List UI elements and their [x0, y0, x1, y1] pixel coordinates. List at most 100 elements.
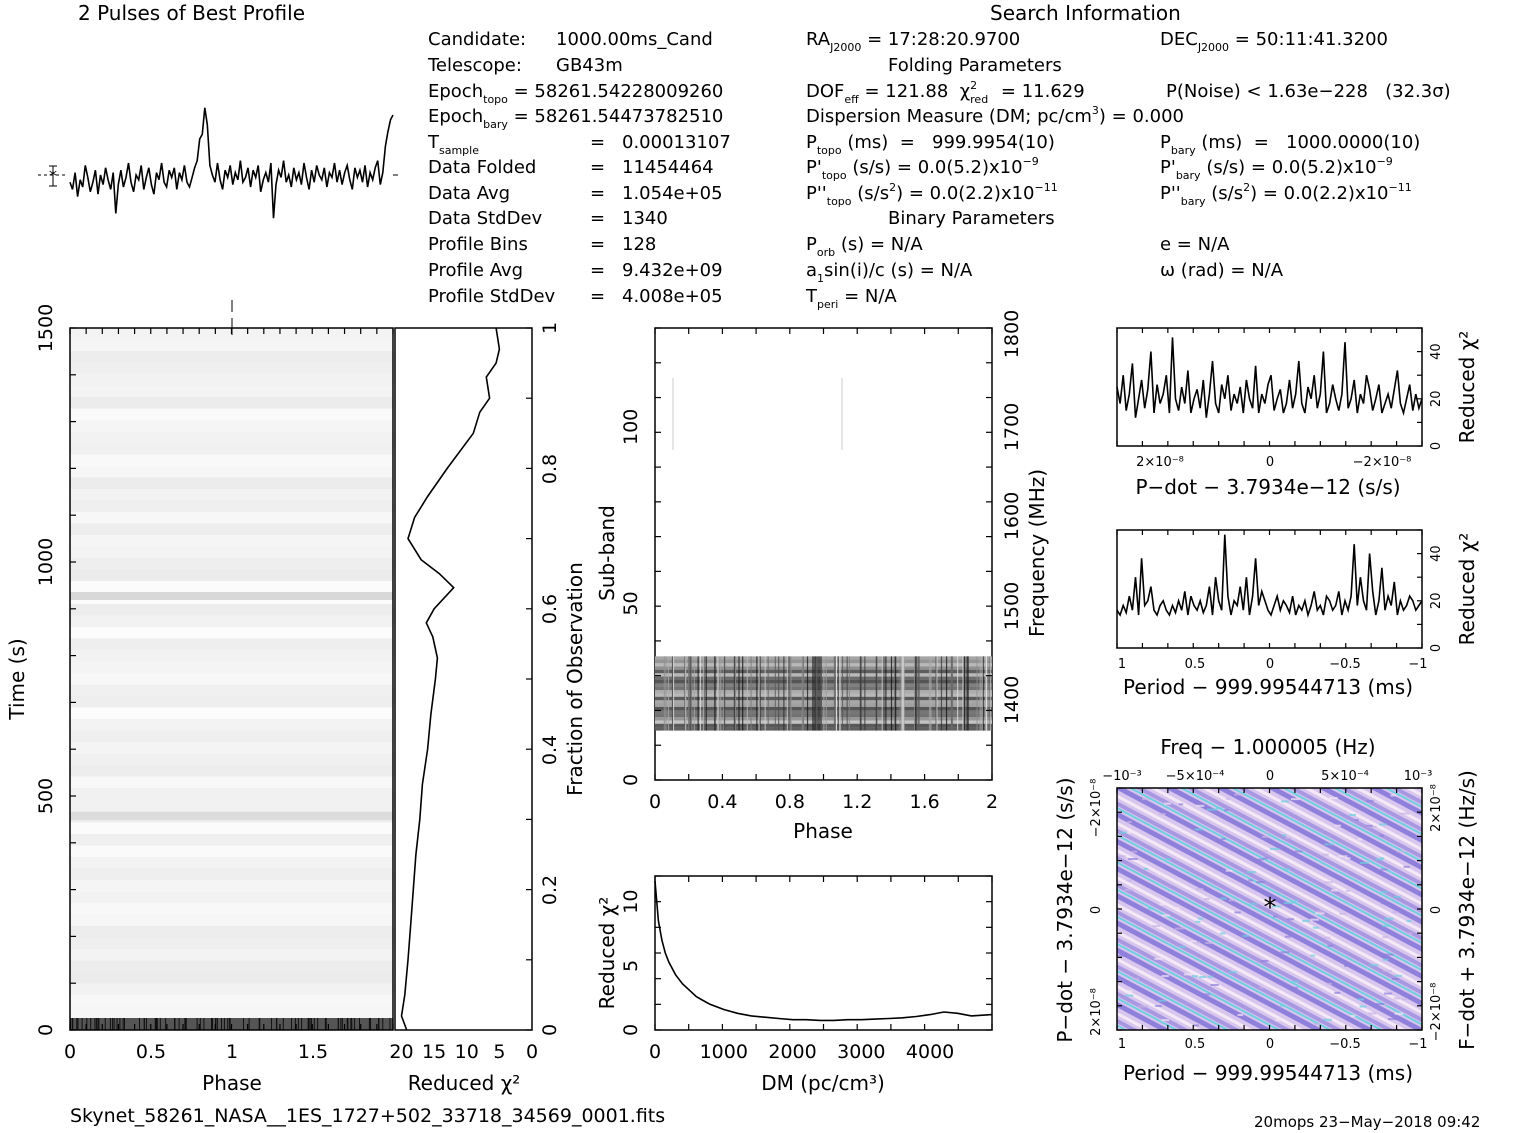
pdot-plane-speckle	[1198, 917, 1204, 920]
pdot-plane-speckle	[1291, 986, 1299, 989]
footer-stamp: 20mops 23−May−2018 09:42	[1254, 1113, 1481, 1131]
time-phase-row	[70, 891, 393, 904]
pdot-plane-speckle	[1196, 887, 1204, 890]
chi-period-ytick-label: 20	[1429, 593, 1444, 610]
data-avg-value: 1.054e+05	[622, 183, 723, 204]
pdot-plane-speckle	[1407, 932, 1413, 935]
chi-dm-ytick-label: 5	[620, 960, 642, 972]
time-phase-row	[70, 443, 393, 455]
time-phase-row	[70, 523, 393, 536]
time-phase-row	[70, 489, 393, 501]
pdot-plane-speckle	[1383, 992, 1393, 995]
prof-bins-label: Profile Bins	[428, 234, 528, 255]
ptopo-text: Ptopo (ms) = 999.9954(10)	[806, 132, 1055, 158]
data-folded-value: 11454464	[622, 157, 714, 178]
time-phase-band	[70, 592, 393, 600]
tsample-value: 0.00013107	[622, 132, 731, 153]
pdot-plane-speckle	[1143, 867, 1149, 870]
prof-std-label: Profile StdDev	[428, 286, 556, 307]
pdot-plane-toptick-label: 5×10⁻⁴	[1321, 769, 1369, 784]
pdbary-text: P'bary (s/s) = 0.0(5.2)x10−9	[1160, 155, 1393, 182]
time-phase-row	[70, 408, 393, 421]
epoch-topo-label: Epochtopo = 58261.54228009260	[428, 81, 724, 107]
chi-period-xlabel: Period − 999.99544713 (ms)	[1123, 675, 1413, 699]
pdot-plane-speckle	[1219, 897, 1227, 900]
prof-bins-value: 128	[622, 234, 657, 255]
chi-dm-xtick-label: 2000	[768, 1041, 816, 1063]
time-phase-row	[70, 477, 393, 490]
pdot-plane-speckle	[1120, 831, 1128, 834]
folding-title: Folding Parameters	[888, 55, 1062, 76]
pdot-plane-speckle	[1384, 1003, 1390, 1006]
search-info-title: Search Information	[990, 1, 1181, 25]
dec-text: DECJ2000 = 50:11:41.3200	[1160, 29, 1388, 55]
pdot-plane-speckle	[1380, 868, 1388, 871]
pdot-plane-speckle	[1138, 1005, 1149, 1008]
profile-star-marker: *	[49, 166, 57, 185]
chi-period-xtick-label: −0.5	[1329, 657, 1361, 672]
pdot-plane-xlabel: Period − 999.99544713 (ms)	[1123, 1061, 1413, 1085]
pdot-plane-speckle	[1280, 1010, 1288, 1013]
pdot-plane-speckle	[1228, 971, 1237, 974]
subband-ytick-label: 100	[620, 409, 642, 445]
pdot-plane-speckle	[1269, 847, 1280, 850]
time-phase-ytick-label: 500	[35, 778, 57, 814]
pdot-plane-speckle	[1324, 843, 1329, 846]
pdot-plane-speckle	[1380, 891, 1388, 894]
pdot-plane-xtick-label: −0.5	[1329, 1037, 1361, 1052]
chi-dm-xtick-label: 0	[649, 1041, 661, 1063]
pdot-plane-speckle	[1403, 865, 1410, 868]
pdot-plane-speckle	[1290, 798, 1300, 801]
pdot-plane-speckle	[1406, 920, 1412, 923]
chi-dm-xtick-label: 4000	[906, 1041, 954, 1063]
chi-pdot-ytick-label: 0	[1429, 442, 1444, 450]
time-phase-row	[70, 776, 393, 789]
pdot-plane-speckle	[1292, 980, 1299, 983]
pdot-plane-speckle	[1265, 831, 1271, 834]
pdot-plane-speckle	[1323, 936, 1331, 939]
pdot-plane-speckle	[1183, 973, 1193, 976]
pdot-plane-speckle	[1375, 1003, 1385, 1006]
pdot-plane-speckle	[1194, 828, 1204, 831]
fraction-axis-label: Fraction of Observation	[563, 562, 587, 796]
time-phase-xtick-label: 1.5	[298, 1041, 328, 1063]
pdot-plane-speckle	[1204, 897, 1210, 900]
pdot-plane-speckle	[1334, 824, 1342, 827]
time-phase-row	[70, 512, 393, 524]
pdot-plane-speckle	[1262, 835, 1269, 838]
pdot-plane-speckle	[1164, 802, 1172, 805]
time-phase-row	[70, 1006, 393, 1019]
pdot-plane-speckle	[1262, 850, 1269, 853]
best-fit-marker: *	[1264, 893, 1277, 923]
pdot-plane-speckle	[1226, 797, 1231, 800]
pdot-plane-speckle	[1323, 1018, 1332, 1021]
time-phase-row	[70, 558, 393, 570]
pdot-plane-speckle	[1323, 881, 1334, 884]
pdot-plane-speckle	[1379, 857, 1385, 860]
pdot-plane-speckle	[1383, 953, 1394, 956]
prof-std-value: 4.008e+05	[622, 286, 723, 307]
prof-avg-eq: =	[590, 260, 606, 281]
prof-bins-eq: =	[590, 234, 606, 255]
pdot-plane-speckle	[1159, 813, 1166, 816]
subband-xtick-label: 0	[649, 791, 661, 813]
pdot-plane-speckle	[1284, 935, 1291, 938]
data-folded-eq: =	[590, 157, 606, 178]
pdot-plane-speckle	[1387, 1018, 1398, 1021]
chi-period-xtick-label: 0.5	[1185, 657, 1206, 672]
time-phase-row	[70, 949, 393, 961]
data-avg-label: Data Avg	[428, 183, 511, 204]
pdot-plane-speckle	[1379, 834, 1384, 837]
fraction-tick-label: 0.8	[539, 454, 561, 484]
pdot-plane-speckle	[1147, 907, 1153, 910]
pdot-plane-speckle	[1279, 1004, 1286, 1007]
time-phase-row	[70, 466, 393, 478]
subband-xtick-label: 0.4	[707, 791, 737, 813]
pdot-plane-speckle	[1312, 1023, 1320, 1026]
pdot-plane-speckle	[1178, 803, 1184, 806]
frequency-tick-label: 1800	[1001, 310, 1023, 358]
pdot-plane-speckle	[1127, 990, 1133, 993]
chi-pdot-xtick-label: −2×10⁻⁸	[1353, 455, 1412, 470]
chi-dm-line	[654, 881, 993, 1022]
pdot-plane-speckle	[1394, 974, 1403, 977]
